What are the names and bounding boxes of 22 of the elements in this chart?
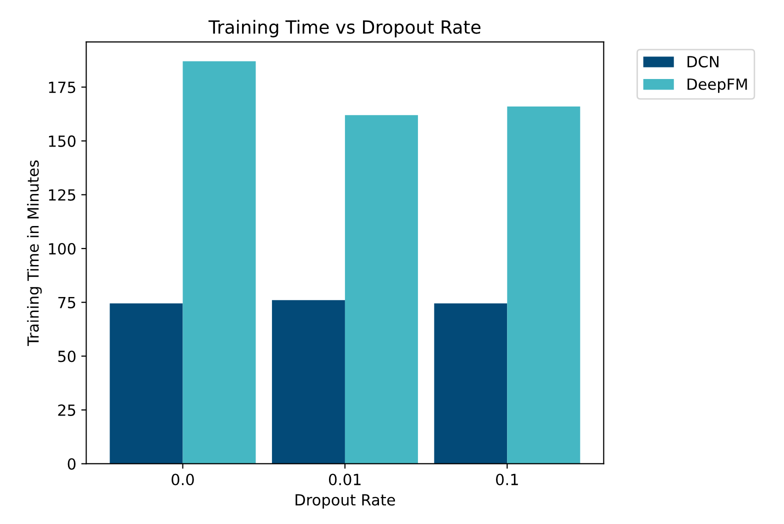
x-tick-label: 0.1 [496,474,518,486]
y-tick-label: 50 [58,350,76,362]
y-tick-label: 125 [49,189,76,201]
legend-label: DCN [688,56,718,68]
legend-label: DeepFM [688,78,747,93]
bar [182,61,256,464]
bar [344,115,418,464]
y-tick-label: 0 [68,458,76,470]
y-tick-label: 25 [58,404,76,416]
y-tick-label: 150 [49,135,76,147]
y-tick-label: 175 [49,82,76,94]
y-tick-label: 75 [58,296,76,308]
bar [507,106,580,464]
x-tick-label: 0.01 [328,474,361,486]
bar [272,300,345,464]
chart-title: Training Time vs Dropout Rate [208,20,480,38]
y-axis-title: Training Time in Minutes [27,160,42,346]
x-axis-title: Dropout Rate [296,494,395,509]
bar [110,303,183,464]
x-tick-label: 0.0 [172,474,194,486]
bar [434,303,508,464]
y-tick-label: 100 [49,242,76,255]
